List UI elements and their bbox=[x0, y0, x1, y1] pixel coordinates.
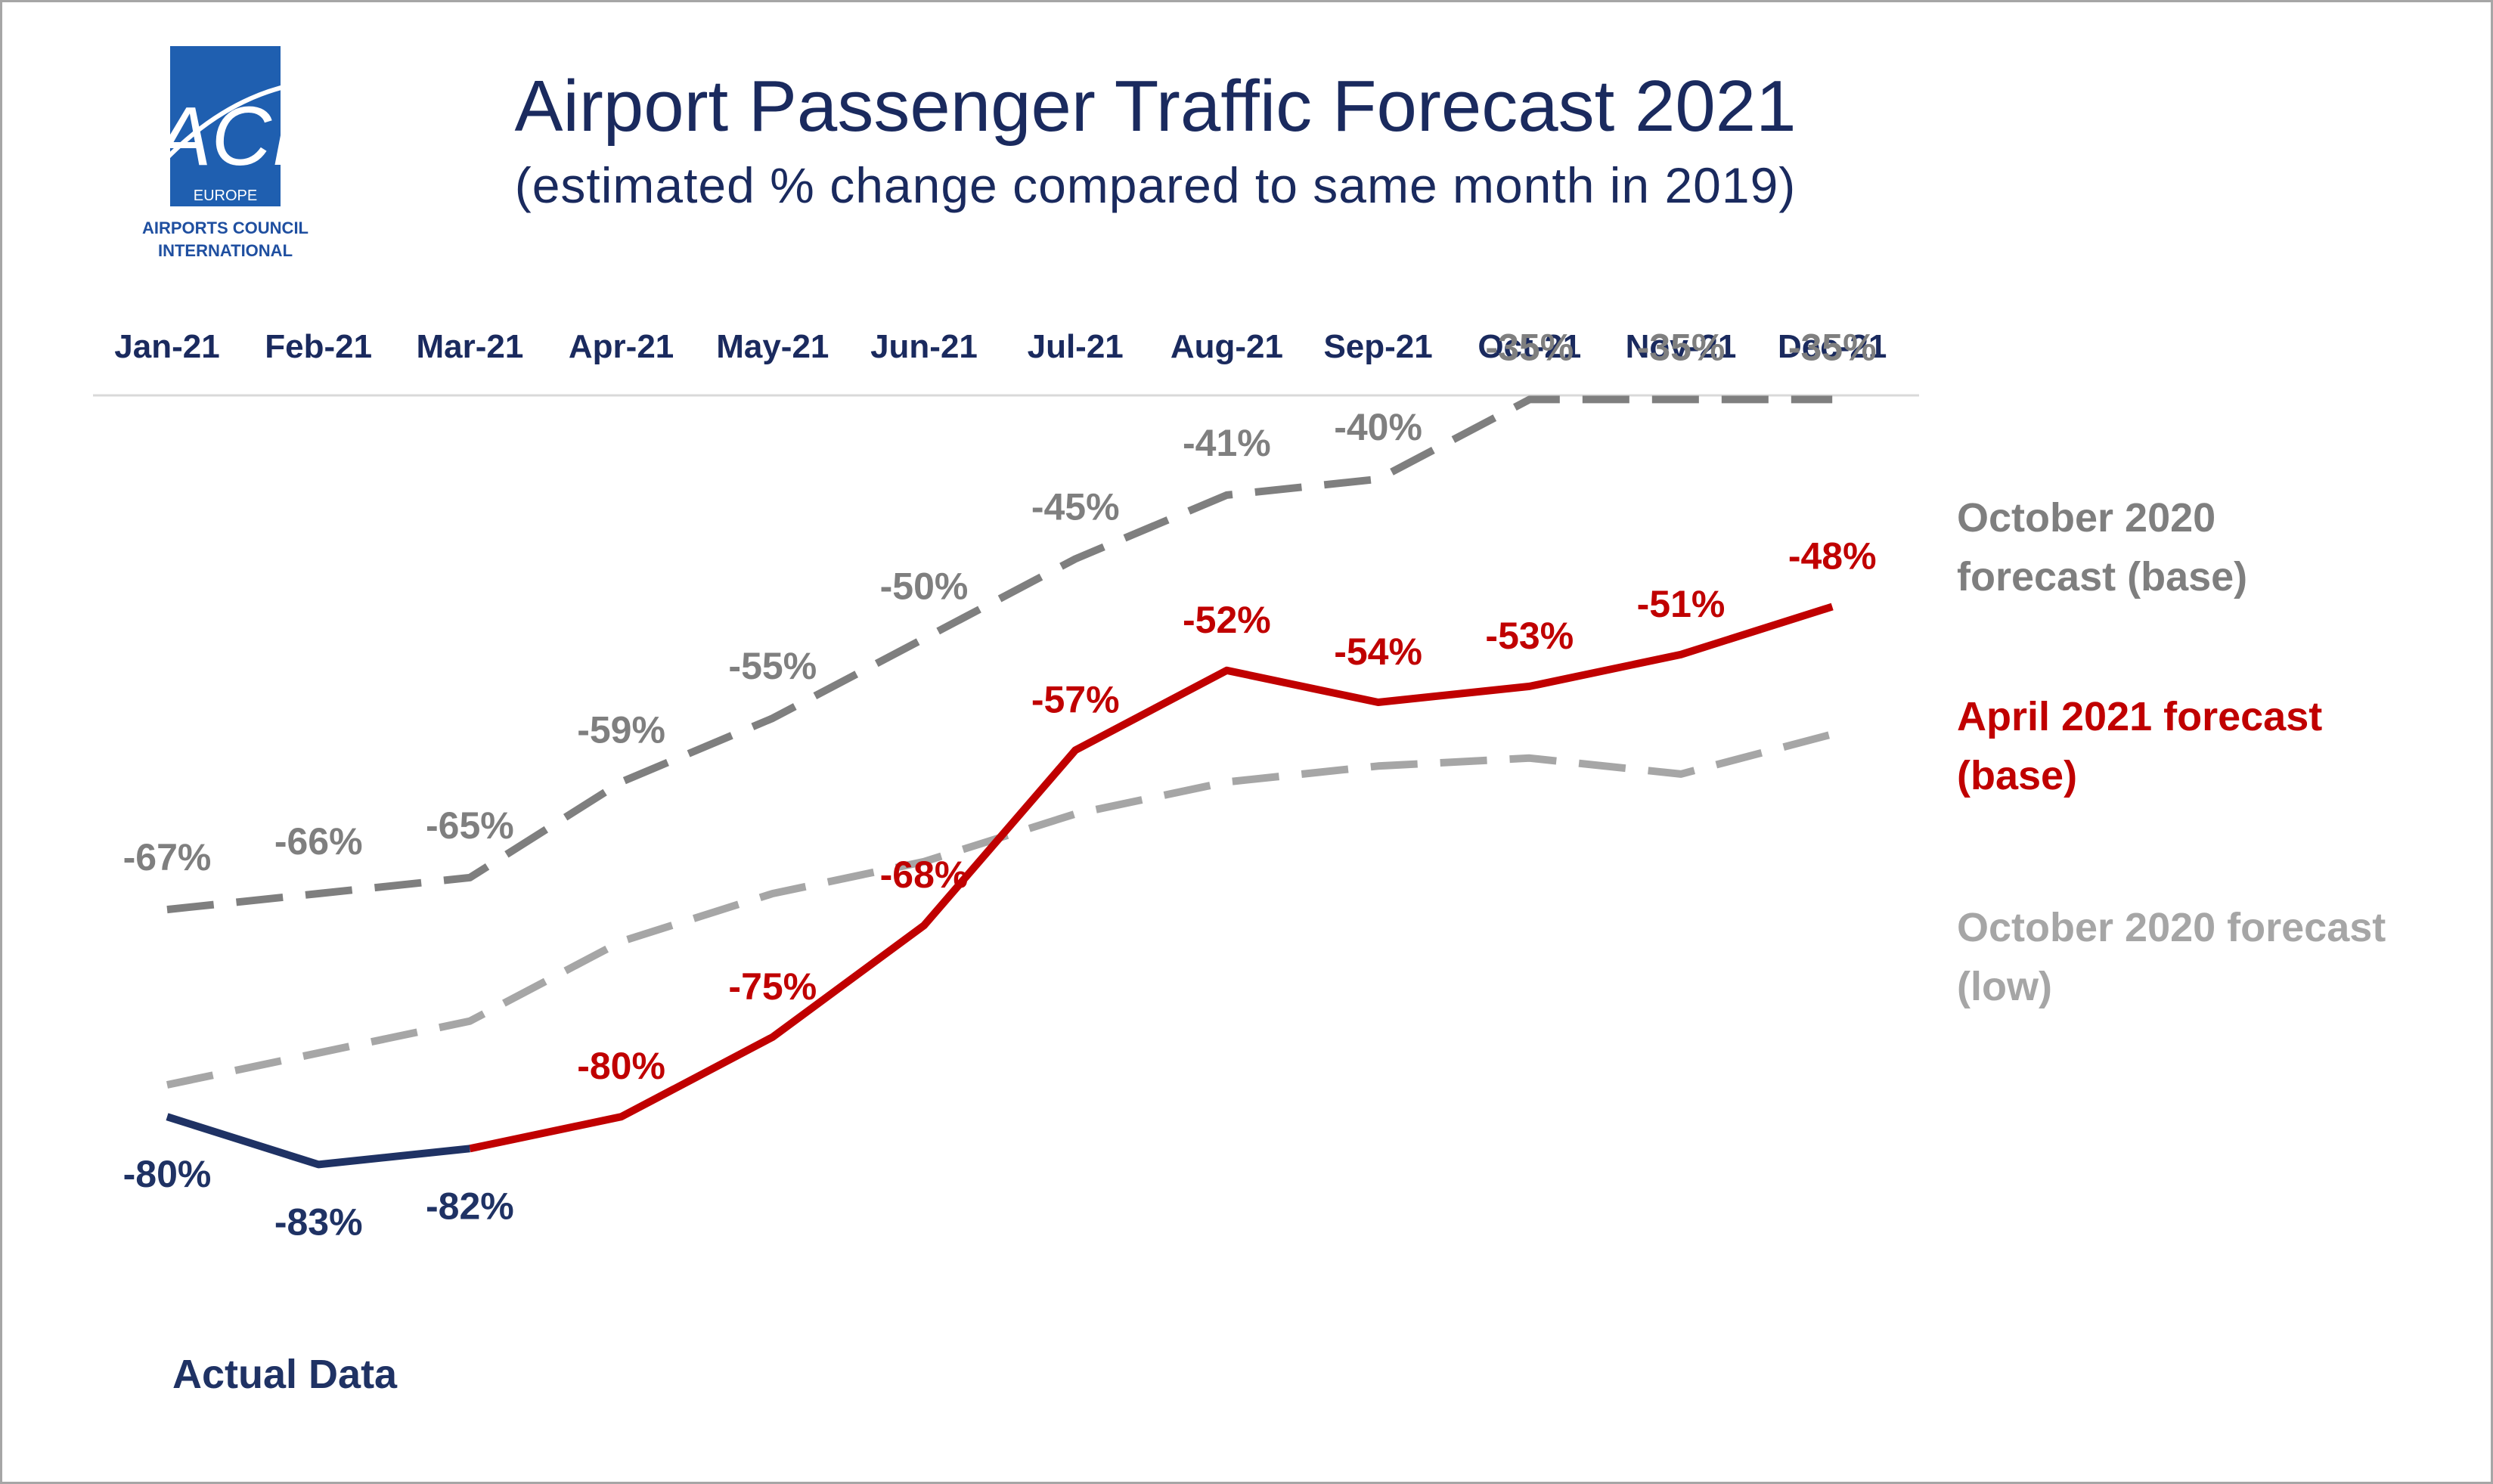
data-label-oct-2020-base: -65% bbox=[426, 804, 514, 847]
logo-org-line1: AIRPORTS COUNCIL bbox=[142, 218, 309, 237]
series-line-actual-data bbox=[166, 1113, 470, 1169]
data-label-actual: -82% bbox=[426, 1185, 514, 1227]
data-label-april-2021-base: -52% bbox=[1183, 599, 1271, 641]
legend: October 2020 forecast (base) April 2021 … bbox=[172, 495, 2386, 1397]
logo-swoosh bbox=[132, 79, 313, 197]
month-label: Apr-21 bbox=[569, 328, 674, 365]
aci-logo: ACI EUROPE AIRPORTS COUNCIL INTERNATIONA… bbox=[132, 46, 313, 260]
data-label-actual: -80% bbox=[123, 1153, 212, 1195]
logo-org-line2: INTERNATIONAL bbox=[158, 241, 293, 260]
logo-mark: ACI bbox=[151, 90, 294, 183]
data-label-april-2021-base: -75% bbox=[728, 965, 817, 1008]
legend-oct-low-line1: October 2020 forecast bbox=[1957, 905, 2386, 950]
month-label: Nov-21 bbox=[1626, 328, 1737, 365]
month-label: Jan-21 bbox=[114, 328, 219, 365]
data-label-actual: -83% bbox=[274, 1201, 363, 1243]
series-line-oct-2020-base bbox=[166, 395, 1833, 914]
data-label-april-2021-base: -57% bbox=[1031, 678, 1120, 720]
month-label: May-21 bbox=[716, 328, 829, 365]
legend-april-base-line1: April 2021 forecast bbox=[1957, 694, 2322, 739]
data-label-oct-2020-base: -40% bbox=[1334, 406, 1422, 448]
data-labels: -67% -66% -65% -59% -55% -50% -45% -41% -40% -35%… bbox=[123, 326, 1877, 1243]
month-axis: Jan-21 Feb-21 Mar-21 Apr-21 May-21 Jun-21 Jul-… bbox=[114, 328, 1887, 365]
legend-oct-base-line2: forecast (base) bbox=[1957, 554, 2247, 599]
month-label: Sep-21 bbox=[1323, 328, 1432, 365]
data-label-oct-2020-base: -66% bbox=[274, 820, 363, 863]
data-label-oct-2020-base: -35% bbox=[1788, 326, 1877, 368]
month-label: Feb-21 bbox=[265, 328, 372, 365]
logo-block bbox=[170, 46, 281, 206]
data-label-april-2021-base: -53% bbox=[1485, 615, 1574, 657]
legend-actual-data: Actual Data bbox=[172, 1352, 398, 1397]
data-label-oct-2020-base: -45% bbox=[1031, 485, 1120, 528]
data-label-oct-2020-base: -35% bbox=[1485, 326, 1574, 368]
legend-oct-low-line2: (low) bbox=[1957, 964, 2052, 1009]
logo-region: EUROPE bbox=[194, 187, 257, 204]
data-label-oct-2020-base: -41% bbox=[1183, 422, 1271, 464]
data-label-oct-2020-base: -55% bbox=[728, 645, 817, 687]
chart-title: Airport Passenger Traffic Forecast 2021 bbox=[514, 66, 1796, 147]
month-label: Jun-21 bbox=[870, 328, 978, 365]
month-label: Mar-21 bbox=[416, 328, 523, 365]
month-label: Oct-21 bbox=[1478, 328, 1581, 365]
data-label-oct-2020-base: -35% bbox=[1637, 326, 1726, 368]
legend-april-base-line2: (base) bbox=[1957, 753, 2077, 798]
data-label-april-2021-base: -54% bbox=[1334, 630, 1422, 673]
data-label-oct-2020-base: -59% bbox=[577, 708, 665, 751]
data-label-oct-2020-base: -50% bbox=[880, 565, 969, 608]
chart-subtitle: (estimated % change compared to same mon… bbox=[515, 157, 1797, 213]
month-label: Aug-21 bbox=[1171, 328, 1283, 365]
data-label-april-2021-base: -68% bbox=[880, 854, 969, 896]
data-label-april-2021-base: -48% bbox=[1788, 535, 1877, 578]
series-line-oct-2020-low bbox=[166, 730, 1834, 1089]
data-label-april-2021-base: -80% bbox=[577, 1045, 665, 1087]
series-line-april-2021-base bbox=[469, 603, 1834, 1153]
data-label-april-2021-base: -51% bbox=[1637, 583, 1726, 625]
data-label-oct-2020-base: -67% bbox=[123, 836, 212, 878]
series-lines bbox=[166, 395, 1834, 1169]
month-label: Dec-21 bbox=[1778, 328, 1887, 365]
month-label: Jul-21 bbox=[1028, 328, 1124, 365]
legend-oct-base-line1: October 2020 bbox=[1957, 495, 2215, 541]
